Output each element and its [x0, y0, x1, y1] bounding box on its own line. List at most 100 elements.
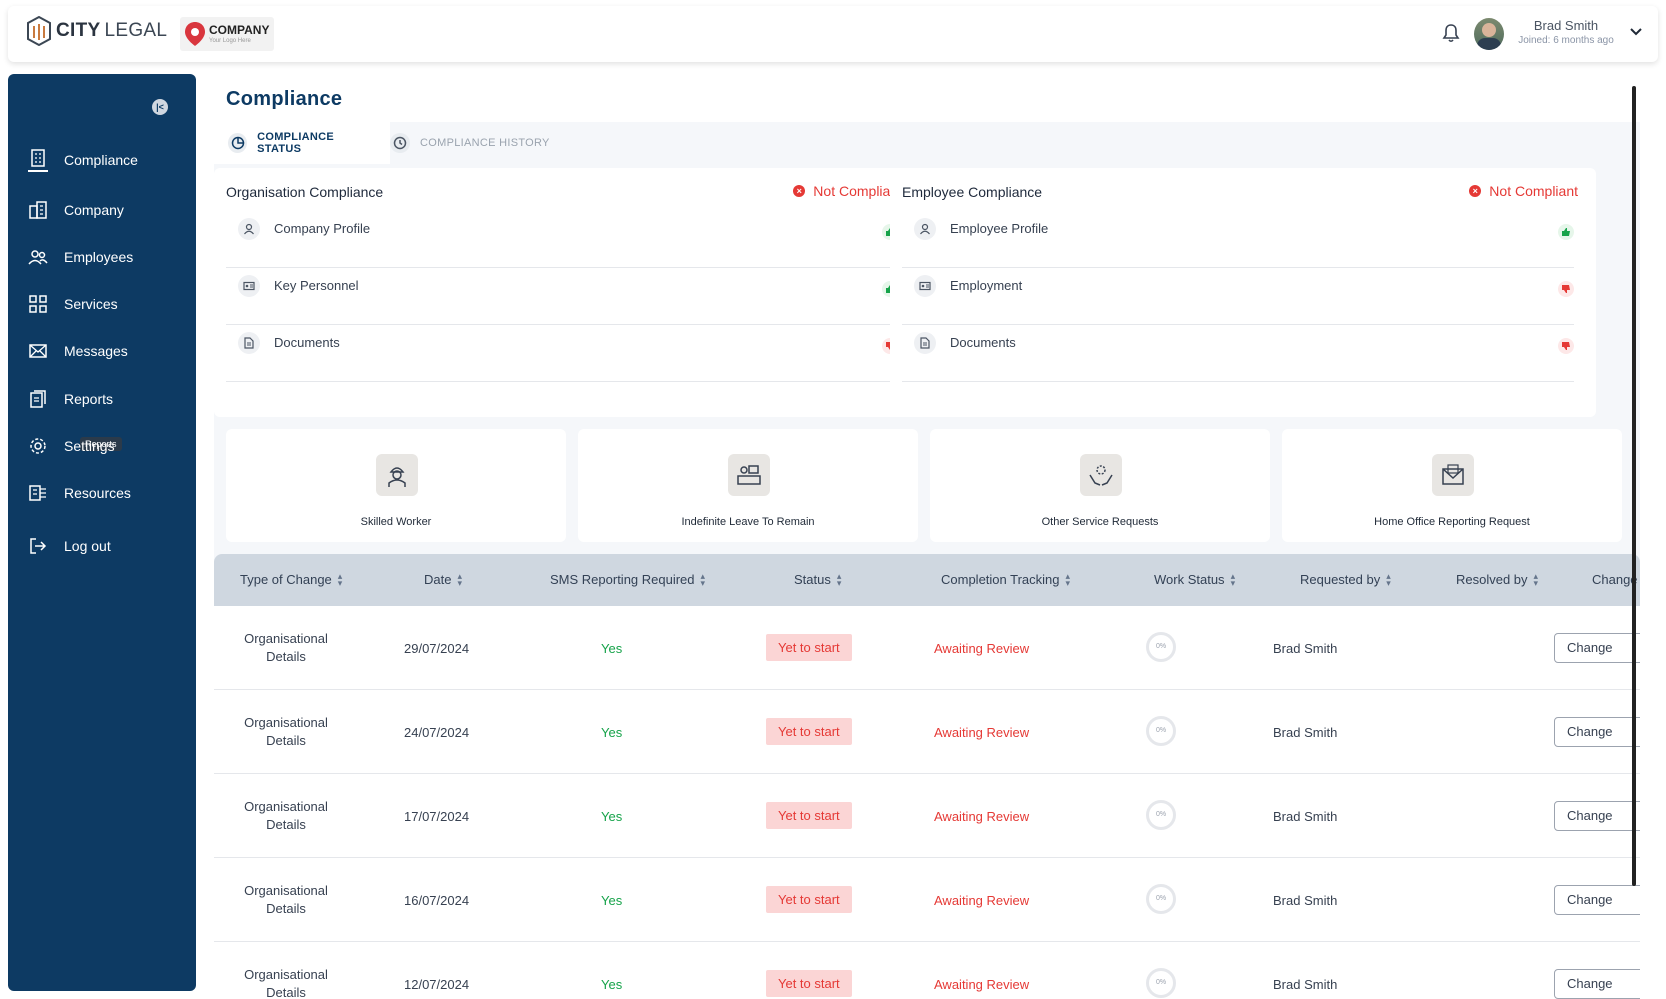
work-progress-ring: 0% [1146, 716, 1176, 746]
brand-logo[interactable]: CITY LEGAL [26, 16, 167, 46]
status-badge: Yet to start [766, 634, 852, 661]
user-info[interactable]: Brad Smith Joined: 6 months ago [1508, 18, 1624, 46]
sort-icon: ▴ ▾ [457, 570, 462, 588]
thumbs-down-icon [1558, 338, 1574, 354]
column-header-sms[interactable]: SMS Reporting Required ▴ ▾ [550, 570, 706, 588]
report-icon [30, 390, 46, 408]
document-icon [914, 332, 936, 354]
sidebar-item-label: Messages [64, 343, 128, 359]
column-header-requested-by[interactable]: Requested by ▴ ▾ [1300, 570, 1391, 588]
status-badge: Yet to start [766, 970, 852, 997]
mail-icon [29, 344, 47, 358]
tab-compliance-status[interactable]: COMPLIANCE STATUS [214, 122, 390, 164]
brand-city-text: CITY [56, 20, 101, 41]
sort-icon: ▴ ▾ [1065, 570, 1071, 588]
cell-sms: Yes [601, 893, 623, 908]
change-button[interactable]: Change [1554, 969, 1640, 999]
service-card-home-office-reporting[interactable]: Home Office Reporting Request [1282, 429, 1622, 542]
sidebar: |< Compliance Company Employees Services… [8, 74, 196, 991]
city-legal-logo-icon [27, 16, 51, 46]
cell-requested-by: Brad Smith [1273, 809, 1338, 824]
thumbs-down-icon [1558, 281, 1574, 297]
main-scrollbar[interactable] [1632, 86, 1636, 886]
sidebar-item-reports[interactable]: Reports [28, 389, 113, 409]
sort-icon: ▴ ▾ [1230, 570, 1236, 588]
sidebar-item-resources[interactable]: Resources [28, 483, 131, 503]
resources-icon [29, 485, 46, 501]
main-content: Compliance COMPLIANCE STATUS COMPLIANCE … [214, 74, 1640, 999]
location-pin-icon [185, 22, 205, 46]
sort-icon: ▴ ▾ [700, 570, 706, 588]
compliance-row-documents[interactable]: Documents [902, 322, 1574, 382]
tab-compliance-history[interactable]: COMPLIANCE HISTORY [376, 122, 576, 164]
status-badge: Yet to start [766, 886, 852, 913]
top-bar: CITY LEGAL COMPANY Your Logo Here Brad Sm… [8, 6, 1658, 62]
cell-sms: Yes [601, 641, 623, 656]
cell-type: Organisational Details [244, 967, 328, 999]
sidebar-item-messages[interactable]: Messages [28, 341, 128, 361]
service-card-skilled-worker[interactable]: Skilled Worker [226, 429, 566, 542]
employee-compliance-card: Employee Compliance × Not Compliant Empl… [890, 168, 1596, 417]
compliance-row-employee-profile[interactable]: Employee Profile [902, 208, 1574, 268]
change-button[interactable]: Change [1554, 801, 1640, 831]
compliance-row-documents[interactable]: Documents [226, 322, 898, 382]
row-label: Company Profile [274, 221, 371, 236]
thumbs-up-icon [1558, 224, 1574, 240]
column-header-work-status[interactable]: Work Status ▴ ▾ [1154, 570, 1236, 588]
hands-gear-icon [1080, 454, 1122, 496]
compliance-status: × Not Compliant [1469, 183, 1578, 199]
cell-requested-by: Brad Smith [1273, 893, 1338, 908]
compliance-row-employment[interactable]: Employment [902, 265, 1574, 325]
avatar[interactable] [1474, 18, 1504, 50]
sidebar-item-settings[interactable]: Settings [28, 436, 115, 456]
id-card-icon [238, 275, 260, 297]
sidebar-item-services[interactable]: Services [28, 294, 118, 314]
column-header-type[interactable]: Type of Change ▴ ▾ [240, 570, 343, 588]
sidebar-item-employees[interactable]: Employees [28, 247, 133, 267]
card-title: Organisation Compliance [226, 184, 384, 200]
service-card-other-requests[interactable]: Other Service Requests [930, 429, 1270, 542]
cell-type: Organisational Details [244, 799, 328, 832]
service-label: Other Service Requests [1041, 516, 1159, 528]
work-progress-ring: 0% [1146, 632, 1176, 662]
company-logo: COMPANY Your Logo Here [180, 17, 274, 51]
user-name: Brad Smith [1533, 18, 1599, 33]
compliance-row-company-profile[interactable]: Company Profile [226, 208, 898, 268]
column-header-resolved-by[interactable]: Resolved by ▴ ▾ [1456, 570, 1539, 588]
table-header: Type of Change ▴ ▾ Date ▴ ▾ SMS Reporting Re… [214, 554, 1640, 606]
grid-icon [29, 295, 47, 313]
change-button[interactable]: Change [1554, 717, 1640, 747]
service-card-indefinite-leave[interactable]: Indefinite Leave To Remain [578, 429, 918, 542]
column-header-change: Change [1592, 572, 1638, 587]
sidebar-item-label: Reports [64, 391, 114, 407]
sort-icon: ▴ ▾ [1533, 570, 1539, 588]
bell-icon[interactable] [1440, 22, 1462, 44]
change-button[interactable]: Change [1554, 885, 1640, 915]
cell-date: 24/07/2024 [404, 725, 470, 740]
column-header-status[interactable]: Status ▴ ▾ [794, 570, 842, 588]
sidebar-item-compliance[interactable]: Compliance [28, 148, 138, 172]
logout-icon [30, 538, 47, 554]
sidebar-item-label: Resources [64, 485, 131, 501]
row-label: Documents [950, 335, 1016, 350]
cell-tracking: Awaiting Review [934, 641, 1030, 656]
compliance-row-key-personnel[interactable]: Key Personnel [226, 265, 898, 325]
building-icon [28, 149, 48, 172]
desk-icon [728, 454, 770, 496]
reports-tooltip: Reports [80, 437, 122, 451]
error-icon: × [793, 185, 806, 197]
card-title: Employee Compliance [902, 184, 1043, 200]
id-card-icon [914, 275, 936, 297]
worker-icon [376, 454, 418, 496]
sort-icon: ▴ ▾ [836, 570, 842, 588]
sidebar-item-logout[interactable]: Log out [28, 536, 111, 556]
chevron-down-icon[interactable] [1627, 23, 1645, 41]
column-header-tracking[interactable]: Completion Tracking ▴ ▾ [941, 570, 1071, 588]
status-text: Not Compliant [1489, 183, 1578, 199]
change-button[interactable]: Change [1554, 633, 1640, 663]
cell-requested-by: Brad Smith [1273, 725, 1338, 740]
sidebar-item-company[interactable]: Company [28, 200, 124, 220]
column-header-date[interactable]: Date ▴ ▾ [424, 570, 462, 588]
sort-icon: ▴ ▾ [337, 570, 343, 588]
collapse-sidebar-icon[interactable]: |< [152, 99, 168, 115]
